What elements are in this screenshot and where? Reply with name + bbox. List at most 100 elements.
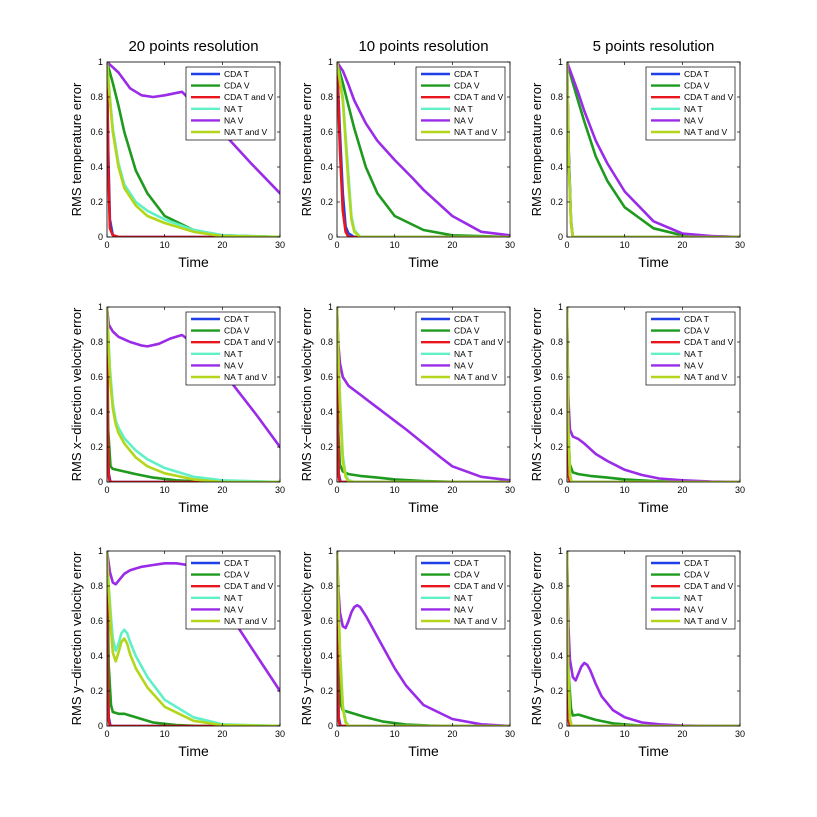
x-axis-label: Time: [638, 254, 669, 270]
x-tick-label: 30: [505, 240, 515, 250]
subplot-3-1: 0 10 20 30 0 0.2 0.4 0.6 0.8 1 Time RMS y−direction…: [69, 546, 285, 759]
legend-label: CDA T: [224, 69, 249, 79]
y-axis-label: RMS x−direction velocity error: [299, 307, 314, 481]
legend-label: NA T: [454, 104, 473, 114]
legend-box: [645, 66, 736, 141]
y-tick-label: 1: [328, 57, 333, 67]
legend-entry: NA V: [191, 604, 244, 614]
legend-box: [185, 555, 276, 630]
legend-entry: CDA V: [651, 326, 710, 336]
x-tick-label: 30: [505, 485, 515, 495]
legend-label: CDA T and V: [224, 92, 274, 102]
x-tick-label: 10: [620, 240, 630, 250]
y-tick-label: 1: [558, 57, 563, 67]
x-tick-label: 0: [564, 485, 569, 495]
y-tick-label: 0.2: [550, 197, 563, 207]
legend-entry: NA T and V: [651, 616, 727, 626]
legend-entry: CDA T and V: [421, 92, 504, 102]
y-tick-label: 0: [558, 232, 563, 242]
legend-label: CDA T: [224, 314, 249, 324]
x-tick-label: 0: [334, 240, 339, 250]
legend-label: CDA T: [454, 69, 479, 79]
legend-label: CDA T: [684, 69, 709, 79]
y-tick-label: 0.2: [320, 197, 333, 207]
legend-label: NA V: [224, 360, 244, 370]
x-axis-label: Time: [638, 743, 669, 759]
y-tick-label: 1: [328, 302, 333, 312]
x-tick-label: 20: [447, 485, 457, 495]
legend-entry: NA V: [421, 360, 474, 370]
legend-label: CDA T and V: [454, 581, 504, 591]
y-tick-label: 0.2: [320, 686, 333, 696]
legend-box: [415, 311, 506, 386]
legend-label: NA T: [224, 349, 243, 359]
subplot-1-3: 0 10 20 30 0 0.2 0.4 0.6 0.8 1 5 points resolution…: [529, 38, 745, 270]
series-line-na-v: [567, 62, 740, 237]
y-tick-label: 0.2: [90, 197, 103, 207]
y-tick-label: 0.6: [90, 127, 103, 137]
subplot-3-2: 0 10 20 30 0 0.2 0.4 0.6 0.8 1 Time RMS y−direction…: [299, 546, 515, 759]
legend-entry: NA V: [191, 115, 244, 125]
x-tick-label: 20: [677, 729, 687, 739]
legend-entry: NA T and V: [421, 127, 497, 137]
series-line-na-t-and-v: [337, 551, 510, 726]
y-tick-label: 0.8: [90, 581, 103, 591]
series-line-na-t-and-v: [337, 62, 510, 237]
legend-entry: NA T and V: [191, 127, 267, 137]
legend-label: NA T: [454, 349, 473, 359]
axes-box: [566, 61, 741, 238]
y-tick-label: 0.4: [90, 407, 103, 417]
x-tick-label: 10: [390, 729, 400, 739]
legend-box: [645, 555, 736, 630]
subplot-title: 10 points resolution: [358, 38, 488, 55]
legend-entry: NA T: [651, 593, 703, 603]
legend-entry: NA T and V: [191, 616, 267, 626]
legend-label: NA V: [684, 115, 704, 125]
y-axis-label: RMS y−direction velocity error: [299, 551, 314, 725]
y-axis-label: RMS y−direction velocity error: [529, 551, 544, 725]
y-tick-label: 0.6: [320, 127, 333, 137]
y-tick-label: 0: [328, 477, 333, 487]
subplot-3-3: 0 10 20 30 0 0.2 0.4 0.6 0.8 1 Time RMS y−direction…: [529, 546, 745, 759]
series-line-na-v: [567, 307, 740, 482]
legend-label: CDA V: [684, 81, 710, 91]
series-line-na-t-and-v: [567, 62, 740, 237]
series-line-na-v: [337, 62, 510, 237]
series-line-na-t-and-v: [107, 307, 280, 482]
legend-entry: NA T and V: [421, 616, 497, 626]
x-tick-label: 0: [104, 485, 109, 495]
y-tick-label: 0.4: [550, 651, 563, 661]
y-tick-label: 0.2: [550, 442, 563, 452]
y-tick-label: 0.8: [550, 92, 563, 102]
legend-label: CDA V: [224, 326, 250, 336]
subplot-title: 5 points resolution: [593, 38, 715, 55]
legend-label: CDA T and V: [684, 92, 734, 102]
y-tick-label: 0: [558, 477, 563, 487]
y-tick-label: 0.8: [90, 337, 103, 347]
legend-entry: NA T: [651, 349, 703, 359]
legend-label: NA V: [684, 360, 704, 370]
legend-box: [415, 66, 506, 141]
legend-label: NA V: [224, 115, 244, 125]
legend-label: NA T: [684, 593, 703, 603]
legend-entry: CDA T and V: [651, 581, 734, 591]
legend-label: CDA T: [684, 558, 709, 568]
series-line-na-t-and-v: [107, 551, 280, 726]
axes-box: [106, 306, 281, 483]
x-tick-label: 30: [275, 485, 285, 495]
legend-label: NA T: [224, 593, 243, 603]
x-tick-label: 30: [735, 485, 745, 495]
legend-label: NA V: [454, 360, 474, 370]
y-tick-label: 0.8: [320, 92, 333, 102]
legend-entry: NA T and V: [651, 372, 727, 382]
y-tick-label: 0.2: [90, 686, 103, 696]
legend-box: [645, 311, 736, 386]
legend-entry: NA T: [191, 593, 243, 603]
legend-label: CDA T: [224, 558, 249, 568]
legend-entry: NA T: [191, 349, 243, 359]
legend-entry: NA T: [421, 104, 473, 114]
